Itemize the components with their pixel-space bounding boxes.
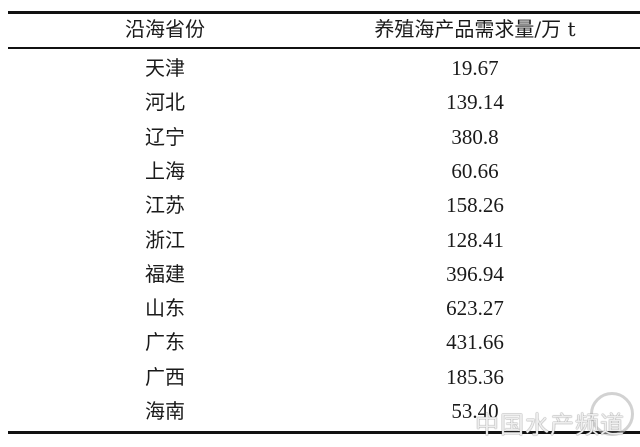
province-cell: 海南 <box>145 399 185 423</box>
table-row: 广东 431.66 <box>0 325 640 359</box>
province-cell: 广东 <box>145 330 185 355</box>
province-cell: 上海 <box>145 158 185 183</box>
demand-cell: 380.8 <box>451 124 499 149</box>
watermark: 中国水产频道 <box>475 411 625 439</box>
table-row: 辽宁 380.8 <box>0 120 640 154</box>
province-cell: 河北 <box>145 90 185 115</box>
table-row: 天津 19.67 <box>0 51 640 85</box>
bottom-rule <box>8 431 640 434</box>
demand-cell: 53.40 <box>451 399 499 423</box>
province-cell: 山东 <box>145 296 185 321</box>
demand-cell: 158.26 <box>446 193 504 218</box>
table-header: 沿海省份 养殖海产品需求量/万 t <box>0 12 640 46</box>
province-cell: 广西 <box>145 364 185 389</box>
demand-cell: 128.41 <box>446 227 504 252</box>
province-cell: 浙江 <box>145 227 185 252</box>
demand-cell: 19.67 <box>451 56 499 80</box>
demand-cell: 139.14 <box>446 90 504 115</box>
watermark-globe-icon <box>590 392 634 436</box>
province-cell: 辽宁 <box>145 124 185 149</box>
province-cell: 江苏 <box>145 193 185 218</box>
demand-cell: 185.36 <box>446 364 504 389</box>
table-row: 河北 139.14 <box>0 85 640 119</box>
table-row: 江苏 158.26 <box>0 188 640 222</box>
demand-cell: 60.66 <box>451 158 499 183</box>
province-cell: 天津 <box>145 56 185 80</box>
top-rule <box>8 11 640 14</box>
header-rule <box>8 47 640 49</box>
demand-cell: 623.27 <box>446 296 504 321</box>
table-row: 上海 60.66 <box>0 154 640 188</box>
province-cell: 福建 <box>145 261 185 286</box>
table-row: 福建 396.94 <box>0 257 640 291</box>
header-province: 沿海省份 <box>125 17 205 41</box>
demand-cell: 396.94 <box>446 261 504 286</box>
table-row: 广西 185.36 <box>0 360 640 394</box>
table-row: 浙江 128.41 <box>0 223 640 257</box>
demand-cell: 431.66 <box>446 330 504 355</box>
table-row: 海南 53.40 <box>0 394 640 428</box>
header-demand: 养殖海产品需求量/万 t <box>374 17 576 41</box>
table-row: 山东 623.27 <box>0 291 640 325</box>
